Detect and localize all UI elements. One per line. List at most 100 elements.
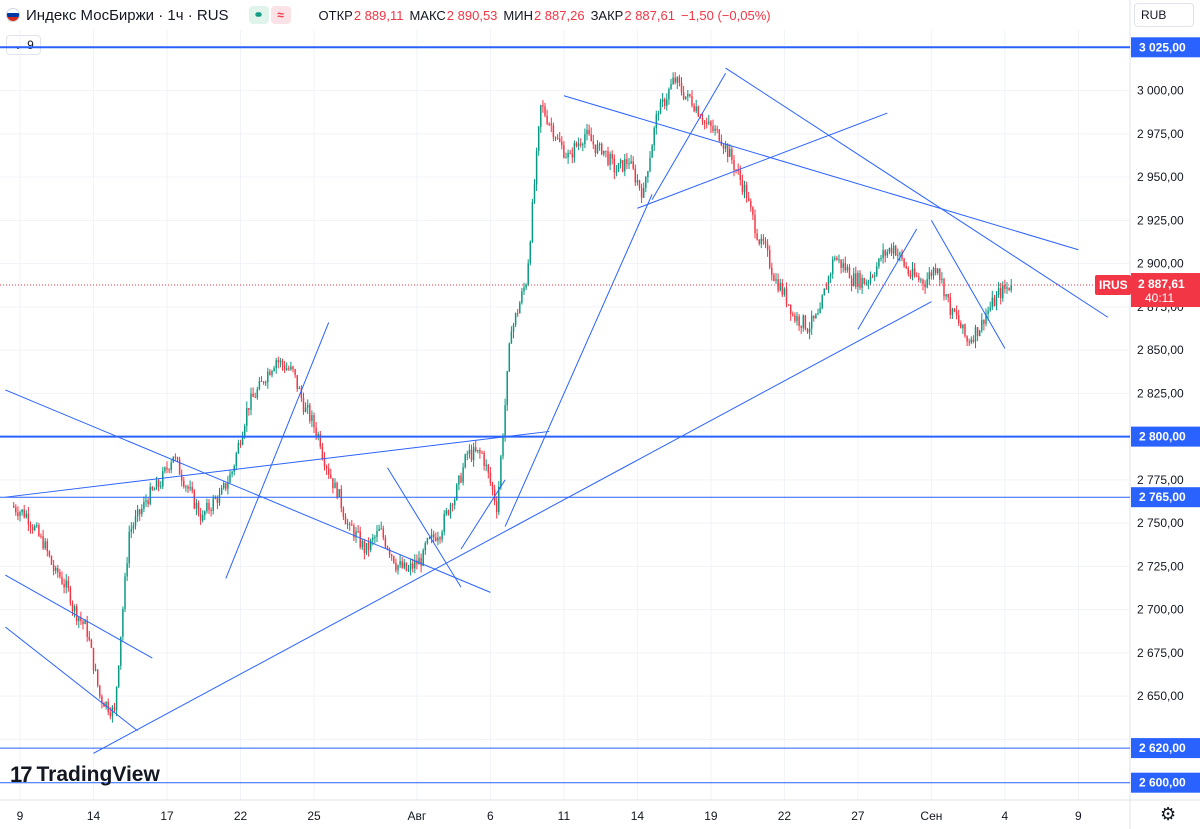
candle-down: [86, 620, 88, 637]
candle-down: [901, 252, 903, 259]
level-label-box: [1131, 738, 1200, 759]
candle-down: [138, 509, 141, 515]
candle-down: [309, 404, 311, 422]
trend-line: [504, 194, 653, 527]
candle-down: [792, 314, 794, 316]
current-price-label: 2 887,61: [1138, 277, 1185, 291]
y-tick-label: 2 725,00: [1137, 559, 1184, 573]
candle-up: [145, 500, 147, 502]
open-value: 2 889,11: [353, 7, 404, 23]
candle-down: [918, 276, 920, 280]
candle-down: [323, 458, 326, 467]
candle-down: [964, 324, 966, 337]
candle-down: [180, 474, 183, 481]
open-label: ОТКР: [318, 7, 353, 23]
candle-down: [325, 466, 328, 469]
candle-up: [399, 561, 401, 566]
currency-button[interactable]: RUB: [1134, 3, 1194, 27]
candle-down: [552, 125, 555, 138]
candle-up: [136, 509, 139, 517]
candle-up: [504, 405, 506, 437]
candle-down: [82, 620, 84, 625]
period-toggle[interactable]: ⌄ 9: [6, 35, 41, 55]
candle-up: [132, 525, 135, 529]
tradingview-logo[interactable]: 17 TradingView: [10, 762, 160, 788]
candle-up: [815, 314, 817, 319]
trend-line: [5, 574, 153, 659]
candle-down: [575, 143, 578, 146]
trend-line: [4, 626, 138, 732]
candle-down: [59, 572, 61, 577]
candle-down: [75, 606, 78, 622]
candle-up: [846, 267, 849, 271]
candle-up: [105, 701, 107, 707]
candle-down: [183, 480, 185, 487]
candle-up: [708, 121, 710, 124]
candle-up: [668, 89, 670, 100]
candle-down: [955, 311, 958, 316]
candle-up: [567, 152, 569, 158]
y-tick-label: 2 850,00: [1137, 343, 1184, 357]
wave-icon[interactable]: ≈: [270, 6, 291, 24]
symbol-title[interactable]: Индекс МосБиржи · 1ч · RUS: [26, 6, 229, 24]
candle-down: [495, 501, 498, 513]
level-label-box: [1131, 772, 1200, 793]
candle-down: [57, 567, 59, 573]
candle-down: [789, 304, 792, 315]
candle-up: [365, 542, 368, 553]
candle-down: [689, 94, 691, 96]
candle-down: [712, 126, 714, 131]
candle-up: [376, 530, 378, 537]
candle-down: [193, 490, 196, 509]
candle-down: [101, 696, 103, 704]
candle-down: [470, 449, 473, 461]
candle-down: [781, 282, 784, 295]
candle-up: [428, 537, 431, 539]
candle-up: [372, 537, 374, 540]
candle-up: [779, 282, 781, 291]
candle-up: [529, 241, 532, 264]
chevron-down-icon[interactable]: ⌄: [13, 38, 24, 52]
candle-down: [691, 95, 693, 106]
candle-up: [510, 331, 513, 344]
x-tick-label: 22: [778, 809, 792, 823]
candle-up: [237, 443, 240, 454]
x-tick-label: 14: [87, 809, 101, 823]
trend-line: [637, 112, 888, 209]
candle-up: [472, 447, 475, 461]
candle-up: [619, 160, 622, 164]
candle-down: [939, 268, 941, 280]
candle-down: [269, 371, 271, 376]
candle-down: [953, 308, 956, 312]
candle-up: [596, 144, 599, 153]
candle-up: [124, 576, 126, 610]
candle-up: [535, 150, 538, 185]
two-circles-icon[interactable]: ⚭: [248, 6, 269, 24]
candle-up: [130, 528, 133, 532]
candle-up: [886, 251, 889, 256]
candle-up: [36, 525, 38, 527]
candle-up: [857, 273, 859, 287]
candle-up: [743, 184, 746, 193]
candle-down: [225, 483, 227, 489]
settings-gear-icon[interactable]: ⚙: [1160, 804, 1177, 824]
candle-up: [985, 313, 987, 324]
candle-up: [218, 494, 221, 503]
candle-down: [960, 323, 962, 329]
candle-up: [441, 531, 443, 540]
level-label-box: [1131, 487, 1200, 508]
candle-down: [611, 153, 613, 159]
candle-down: [393, 556, 395, 563]
candle-up: [525, 285, 527, 288]
candle-down: [516, 313, 519, 315]
candle-up: [911, 268, 914, 277]
candle-up: [636, 180, 639, 183]
candle-down: [63, 584, 65, 588]
candle-down: [357, 531, 359, 533]
candle-up: [220, 488, 223, 495]
candle-up: [355, 531, 357, 538]
candle-down: [747, 198, 750, 201]
candle-up: [582, 144, 584, 146]
